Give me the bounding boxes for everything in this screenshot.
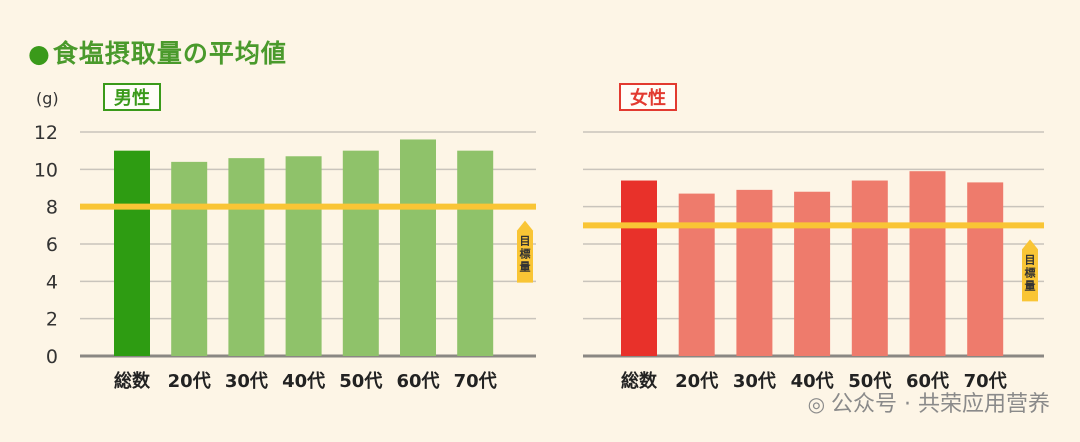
female-bar-age-2	[736, 189, 773, 356]
female-x-tick-label: 30代	[733, 371, 776, 392]
male-target-label-char: 量	[520, 261, 531, 274]
female-x-tick-label: 40代	[791, 371, 834, 392]
male-x-tick-label: 50代	[339, 371, 382, 392]
male-target-label-char: 目	[520, 235, 531, 248]
male-bar-age-3	[285, 156, 322, 356]
female-x-tick-label: 50代	[848, 371, 891, 392]
female-x-tick-label: 総数	[621, 370, 658, 392]
male-x-tick-label: 30代	[225, 371, 268, 392]
male-x-tick-label: 20代	[168, 371, 211, 392]
male-x-tick-label: 40代	[282, 371, 325, 392]
female-bar-age-5	[909, 171, 946, 356]
female-target-label-char: 量	[1025, 279, 1036, 292]
watermark-text: 公众号 · 共荣应用营养	[831, 392, 1050, 417]
y-tick-label: 10	[34, 159, 58, 181]
watermark: ◎ 公众号 · 共荣应用营养	[808, 386, 1050, 418]
female-badge-label: 女性	[630, 87, 666, 109]
male-x-tick-label: 総数	[114, 370, 151, 392]
wechat-icon: ◎	[807, 392, 826, 416]
y-tick-label: 8	[46, 197, 58, 219]
female-x-tick-label: 70代	[964, 371, 1007, 392]
male-target-label-char: 標	[520, 247, 531, 261]
female-bar-age-6	[967, 182, 1004, 356]
y-tick-label: 2	[46, 309, 58, 331]
male-bar-total	[114, 150, 150, 356]
chart-title-text: 食塩摂取量の平均値	[52, 39, 287, 68]
chart-title: ●食塩摂取量の平均値	[28, 34, 287, 70]
bullet-icon: ●	[28, 39, 51, 68]
female-target-arrow-icon	[1022, 239, 1038, 302]
male-badge	[103, 83, 161, 111]
y-tick-label: 6	[46, 234, 58, 256]
male-bar-age-6	[457, 150, 494, 356]
female-bar-age-3	[794, 191, 831, 356]
male-bar-age-4	[342, 150, 379, 356]
male-bar-age-5	[400, 139, 436, 356]
female-bar-total	[621, 180, 657, 356]
male-bar-age-2	[228, 158, 265, 356]
y-tick-label: 12	[34, 122, 58, 144]
y-tick-label: 4	[46, 271, 58, 293]
male-bar-age-1	[171, 161, 208, 356]
female-bar-age-4	[851, 180, 888, 356]
female-target-label-char: 目	[1025, 253, 1036, 266]
female-target-label-char: 標	[1025, 265, 1036, 279]
male-badge-label: 男性	[114, 87, 150, 109]
male-target-arrow-icon	[517, 220, 533, 283]
female-x-tick-label: 20代	[675, 371, 718, 392]
female-x-tick-label: 60代	[906, 371, 949, 392]
male-x-tick-label: 70代	[454, 371, 497, 392]
y-tick-label: 0	[46, 346, 58, 368]
female-badge	[619, 83, 677, 111]
male-x-tick-label: 60代	[396, 371, 439, 392]
female-bar-age-1	[678, 193, 715, 356]
y-axis-unit: (g)	[36, 89, 59, 108]
